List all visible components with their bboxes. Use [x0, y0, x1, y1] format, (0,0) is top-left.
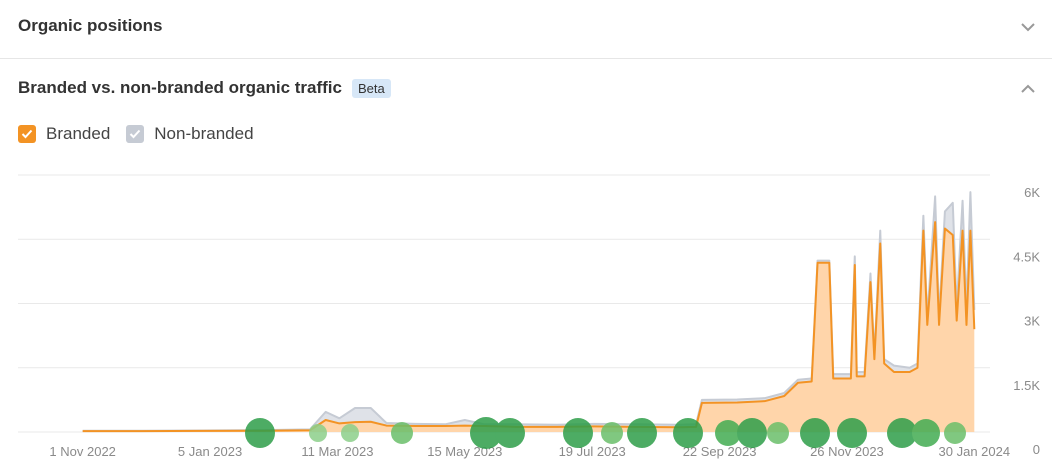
event-marker[interactable]: [391, 422, 413, 444]
event-marker[interactable]: [341, 424, 359, 442]
y-tick-label: 1.5K: [1013, 378, 1040, 393]
event-marker[interactable]: [627, 418, 657, 448]
line: [82, 221, 976, 433]
event-marker[interactable]: [767, 422, 789, 444]
legend-label: Branded: [46, 124, 111, 143]
event-marker[interactable]: [470, 417, 502, 449]
x-tick-label: 19 Jul 2023: [559, 444, 626, 459]
x-tick-label: 30 Jan 2024: [939, 444, 1011, 459]
divider: [0, 58, 1052, 59]
event-markers: [245, 417, 966, 449]
x-tick-label: 26 Nov 2023: [810, 444, 884, 459]
legend-checkbox[interactable]: [126, 125, 145, 143]
beta-badge: Beta: [352, 78, 391, 98]
event-marker[interactable]: [912, 419, 940, 447]
event-marker[interactable]: [309, 424, 327, 442]
event-marker[interactable]: [715, 420, 741, 446]
area: [82, 222, 975, 432]
y-tick-label: 0: [1033, 442, 1040, 457]
x-tick-label: 11 Mar 2023: [301, 444, 373, 459]
event-marker[interactable]: [245, 418, 275, 448]
legend-label: Non-branded: [154, 124, 254, 143]
event-marker[interactable]: [887, 418, 917, 448]
event-marker[interactable]: [800, 418, 830, 448]
x-tick-label: 5 Jan 2023: [178, 444, 242, 459]
chevron-up[interactable]: [1020, 82, 1036, 96]
legend-item[interactable]: Branded: [18, 124, 110, 144]
section-header[interactable]: Organic positions: [18, 16, 163, 36]
panel-title: Branded vs. non-branded organic traffic: [18, 78, 342, 97]
event-marker[interactable]: [944, 422, 966, 444]
legend-checkbox[interactable]: [18, 125, 36, 143]
event-marker[interactable]: [601, 422, 623, 444]
panel-header: Branded vs. non-branded organic traffic …: [18, 78, 391, 98]
y-tick-label: 4.5K: [1013, 249, 1040, 264]
event-marker[interactable]: [563, 418, 593, 448]
event-marker[interactable]: [837, 418, 867, 448]
event-marker[interactable]: [737, 418, 767, 448]
y-tick-label: 6K: [1024, 185, 1040, 200]
event-marker[interactable]: [673, 418, 703, 448]
section-title: Organic positions: [18, 16, 163, 35]
check-icon: [130, 129, 141, 139]
x-tick-label: 22 Sep 2023: [683, 444, 757, 459]
legend-item[interactable]: Non-branded: [126, 124, 254, 144]
event-marker[interactable]: [495, 418, 525, 448]
check-icon: [21, 129, 33, 139]
x-tick-label: 1 Nov 2022: [49, 444, 116, 459]
legend: Branded Non-branded: [18, 124, 270, 144]
y-tick-label: 3K: [1024, 314, 1040, 329]
chevron-down[interactable]: [1020, 20, 1036, 34]
